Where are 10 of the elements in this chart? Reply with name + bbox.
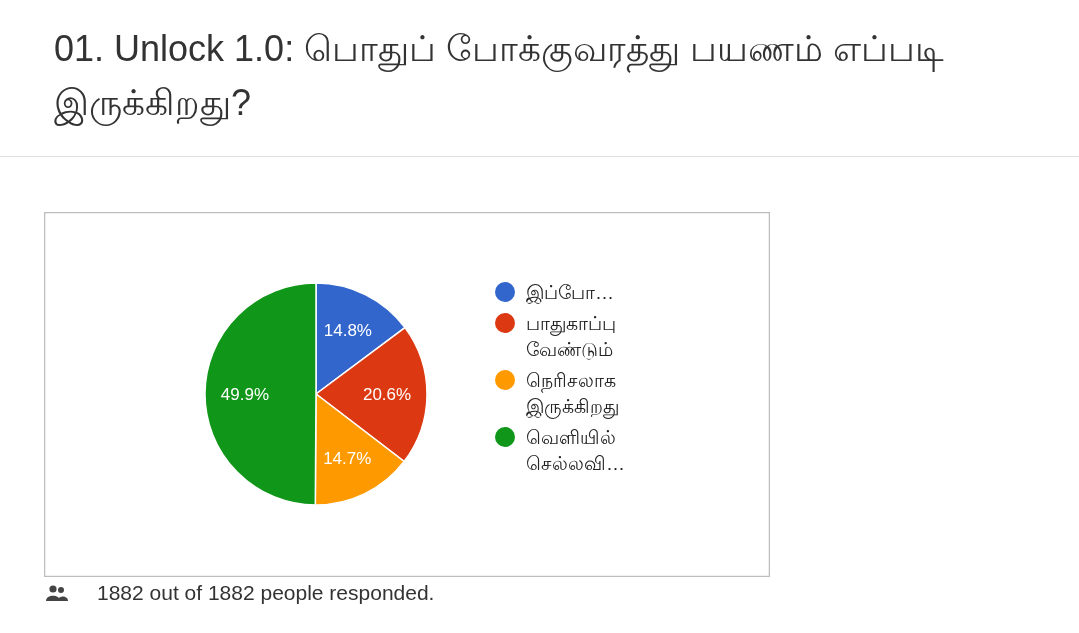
data-label: 20.6%: [362, 385, 412, 405]
legend-label: இப்போ…: [526, 281, 614, 304]
legend-label: பாதுகாப்பு வேண்டும்: [526, 312, 616, 360]
legend-label: வெளியில் செல்லவி…: [526, 426, 625, 474]
data-label: 14.8%: [323, 321, 372, 341]
legend-label: நெரிசலாக இருக்கிறது: [526, 369, 619, 419]
chart-title: 01. Unlock 1.0: பொதுப் போக்குவரத்து பயணம் எப்படி இருக்கிறது?: [54, 27, 946, 128]
text: 1882 out of 1882 people responded.: [97, 581, 435, 605]
data-label: 49.9%: [220, 384, 270, 404]
data-label: 14.7%: [323, 448, 372, 468]
